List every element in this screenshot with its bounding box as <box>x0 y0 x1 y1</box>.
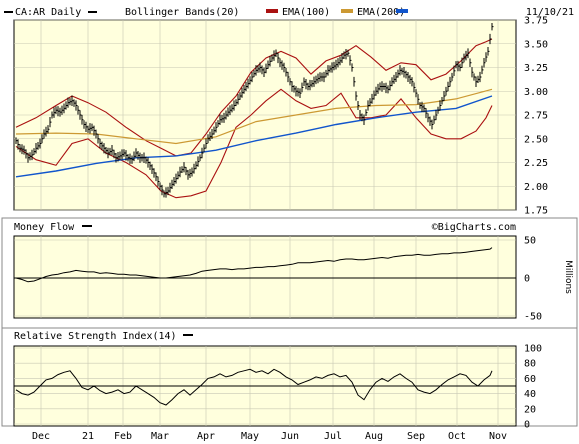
ema100-legend-label: EMA(100) <box>282 7 330 18</box>
price-tick-label: 3.50 <box>524 39 548 50</box>
price-tick-label: 2.50 <box>524 134 548 145</box>
x-tick-label: Oct <box>448 431 466 442</box>
ema200-legend-swatch <box>396 9 408 13</box>
price-tick-label: 3.25 <box>524 63 548 74</box>
x-tick-label: Mar <box>151 431 169 442</box>
x-tick-label: Aug <box>365 431 383 442</box>
money-flow-legend-swatch <box>82 225 92 227</box>
money-flow-y-axis: 50 0 -50 <box>524 236 542 323</box>
price-y-axis: 3.75 3.50 3.25 3.00 2.75 2.50 2.25 2.00 1.75 <box>524 16 548 217</box>
money-flow-tick-label: 50 <box>524 236 536 247</box>
ema200-legend-label: EMA(200) <box>357 7 405 18</box>
chart-date: 11/10/21 <box>526 7 574 18</box>
x-tick-label: Apr <box>197 431 215 442</box>
money-flow-tick-label: 0 <box>524 274 530 285</box>
rsi-tick-label: 40 <box>524 389 536 400</box>
x-tick-label: Feb <box>114 431 132 442</box>
price-tick-label: 3.75 <box>524 16 548 27</box>
rsi-grid <box>14 346 516 426</box>
rsi-tick-label: 80 <box>524 359 536 370</box>
rsi-title: Relative Strength Index(14) <box>14 331 177 342</box>
x-tick-label: Nov <box>489 431 507 442</box>
money-flow-plot-area <box>13 235 517 319</box>
ema200-line <box>15 95 493 178</box>
price-tick-label: 3.00 <box>524 87 548 98</box>
bollinger-legend-label: Bollinger Bands(20) <box>125 7 239 18</box>
rsi-tick-label: 20 <box>524 404 536 415</box>
price-tick-label: 2.25 <box>524 158 548 169</box>
x-tick-label: 21 <box>82 431 94 442</box>
rsi-y-axis: 100 80 60 40 20 0 <box>524 344 542 431</box>
rsi-tick-label: 0 <box>524 420 530 431</box>
money-flow-unit: Millions <box>563 260 573 294</box>
rsi-line <box>15 368 493 406</box>
x-tick-label: Sep <box>407 431 425 442</box>
bollinger-lower-line <box>15 88 493 199</box>
money-flow-line <box>15 247 493 283</box>
watermark: ©BigCharts.com <box>432 222 516 233</box>
rsi-legend-swatch <box>183 334 193 336</box>
rsi-tick-label: 60 <box>524 374 536 385</box>
money-flow-tick-label: -50 <box>524 312 542 323</box>
bollinger-legend-swatch <box>266 9 278 13</box>
money-flow-panel: 50 0 -50 Millions <box>13 235 573 323</box>
price-bars <box>15 22 494 198</box>
rsi-tick-label: 100 <box>524 344 542 355</box>
symbol-label: CA:AR Daily <box>15 7 81 18</box>
money-flow-title: Money Flow <box>14 222 75 233</box>
x-tick-label: Dec <box>32 431 50 442</box>
x-tick-label: May <box>241 431 259 442</box>
x-axis-labels: Dec 21 Feb Mar Apr May Jun Jul Aug Sep Oct Nov <box>32 431 507 442</box>
price-tick-label: 1.75 <box>524 206 548 217</box>
price-tick-label: 2.00 <box>524 182 548 193</box>
rsi-panel: 100 80 60 40 20 0 <box>13 344 542 431</box>
x-tick-label: Jun <box>281 431 299 442</box>
price-legend-swatch <box>4 11 13 13</box>
ema100-legend-swatch <box>341 9 353 13</box>
price-panel: 3.75 3.50 3.25 3.00 2.75 2.50 2.25 2.00 1.75 <box>13 16 548 217</box>
price-tick-label: 2.75 <box>524 111 548 122</box>
x-tick-label: Jul <box>324 431 342 442</box>
price-series-swatch <box>88 11 97 13</box>
